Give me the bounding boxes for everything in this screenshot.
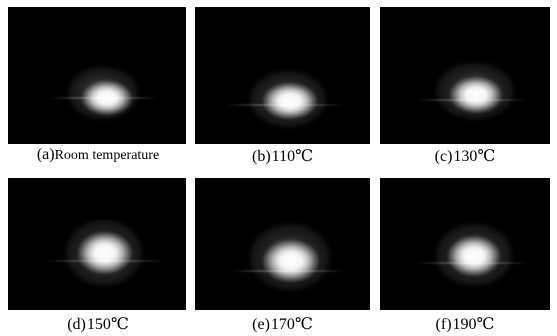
caption-text-f: 190℃: [452, 316, 495, 333]
light-spot: [82, 81, 132, 115]
caption-text-e: 170℃: [270, 316, 313, 333]
caption-letter-b: (b): [252, 148, 271, 165]
caption-c: (c)130℃: [380, 146, 550, 166]
image-panel-b: [195, 7, 370, 144]
light-spot: [78, 232, 132, 274]
caption-b: (b)110℃: [195, 146, 370, 166]
caption-text-c: 130℃: [453, 148, 496, 165]
image-panel-a: [8, 7, 186, 144]
caption-letter-a: (a): [36, 146, 55, 163]
caption-d: (d)150℃: [8, 314, 188, 334]
caption-letter-e: (e): [252, 316, 270, 333]
light-spot: [263, 240, 319, 282]
image-panel-c: [380, 7, 550, 144]
caption-text-b: 110℃: [271, 148, 313, 165]
light-spot: [448, 236, 500, 276]
image-panel-e: [195, 178, 370, 310]
caption-text-d: 150℃: [86, 316, 129, 333]
image-panel-d: [8, 178, 186, 310]
caption-letter-d: (d): [67, 316, 86, 333]
caption-a: (a)Room temperature: [8, 146, 188, 164]
caption-f: (f)190℃: [380, 314, 550, 334]
light-spot: [450, 77, 502, 113]
light-spot: [263, 83, 317, 119]
caption-letter-c: (c): [434, 148, 453, 165]
caption-text-a: Room temperature: [54, 148, 160, 163]
caption-letter-f: (f): [435, 316, 452, 333]
image-panel-f: [380, 178, 550, 310]
caption-e: (e)170℃: [195, 314, 370, 334]
